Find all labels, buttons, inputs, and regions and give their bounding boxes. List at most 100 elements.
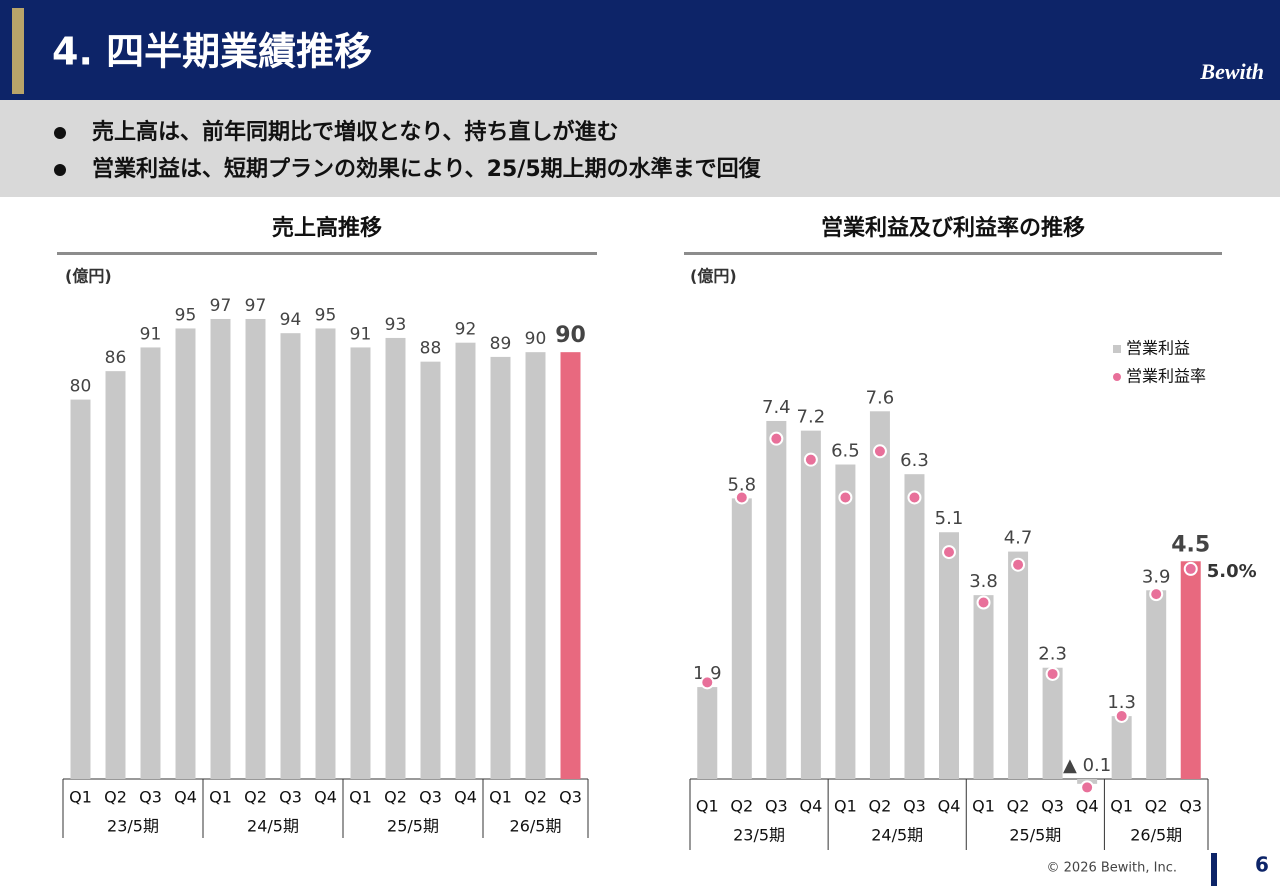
value-label: 88	[420, 339, 442, 359]
x-tick-label: Q4	[314, 788, 337, 807]
value-label: 93	[385, 315, 407, 335]
rate-dot	[872, 444, 887, 459]
bar	[697, 687, 718, 779]
x-tick-label: Q4	[1076, 797, 1099, 816]
x-tick-label: Q3	[903, 797, 926, 816]
bar	[904, 474, 925, 779]
value-label: 7.4	[762, 397, 791, 418]
bar	[210, 318, 231, 779]
bar	[350, 347, 371, 779]
rate-dot	[907, 490, 922, 505]
bullet-band	[0, 100, 1280, 197]
value-label: ▲ 0.1	[1063, 755, 1111, 776]
value-label: 7.2	[797, 407, 826, 428]
bar	[800, 430, 821, 779]
x-tick-label: Q3	[419, 788, 442, 807]
rate-dot	[1080, 780, 1095, 795]
x-tick-label: Q2	[244, 788, 267, 807]
value-label: 6.5	[831, 441, 860, 462]
legend-swatch	[1113, 345, 1121, 353]
x-tick-label: Q1	[834, 797, 857, 816]
group-label: 24/5期	[871, 826, 923, 845]
x-tick-label: Q1	[349, 788, 372, 807]
group-label: 26/5期	[510, 817, 562, 836]
bullet-dot	[54, 164, 66, 176]
x-tick-label: Q1	[696, 797, 719, 816]
bullet-text: 売上高は、前年同期比で増収となり、持ち直しが進む	[92, 119, 618, 145]
x-tick-label: Q2	[524, 788, 547, 807]
value-label: 95	[315, 305, 337, 325]
x-tick-label: Q1	[209, 788, 232, 807]
group-label: 26/5期	[1130, 826, 1182, 845]
x-tick-label: Q4	[174, 788, 197, 807]
header-band	[0, 0, 1280, 100]
rate-dot	[700, 675, 715, 690]
rate-dot	[838, 490, 853, 505]
bar	[560, 352, 581, 779]
value-label: 6.3	[900, 450, 929, 471]
value-label: 1.9	[693, 663, 722, 684]
value-label: 90	[525, 329, 547, 349]
bar	[1180, 561, 1201, 779]
rate-label: 5.0%	[1207, 561, 1257, 582]
bar	[766, 420, 787, 779]
bar	[869, 411, 890, 779]
bullet-text: 営業利益は、短期プランの効果により、25/5期上期の水準まで回復	[92, 156, 762, 182]
bar	[385, 337, 406, 779]
chart-title: 売上高推移	[272, 215, 382, 241]
value-label: 4.7	[1004, 528, 1033, 549]
rate-dot	[1045, 666, 1060, 681]
x-tick-label: Q4	[799, 797, 822, 816]
x-tick-label: Q1	[69, 788, 92, 807]
x-tick-label: Q3	[559, 788, 582, 807]
chart-title: 営業利益及び利益率の推移	[821, 215, 1085, 241]
value-label: 3.8	[969, 571, 998, 592]
value-label: 4.5	[1171, 532, 1210, 557]
title-rule	[684, 252, 1222, 255]
value-label: 95	[175, 305, 197, 325]
group-label: 24/5期	[247, 817, 299, 836]
bar	[835, 464, 856, 779]
group-label: 23/5期	[107, 817, 159, 836]
bar	[1111, 716, 1132, 779]
x-tick-label: Q1	[972, 797, 995, 816]
rate-dot	[734, 490, 749, 505]
value-label: 80	[70, 377, 92, 397]
x-tick-label: Q3	[1179, 797, 1202, 816]
group-label: 25/5期	[1009, 826, 1061, 845]
bar	[973, 595, 994, 779]
x-tick-label: Q2	[869, 797, 892, 816]
x-tick-label: Q1	[489, 788, 512, 807]
page-marker	[1211, 853, 1217, 886]
legend-label: 営業利益率	[1126, 367, 1206, 386]
bar	[525, 352, 546, 779]
logo: Bewith	[1199, 59, 1264, 84]
x-tick-label: Q4	[938, 797, 961, 816]
x-tick-label: Q4	[454, 788, 477, 807]
bar	[1008, 551, 1029, 779]
group-label: 23/5期	[733, 826, 785, 845]
legend-swatch	[1113, 373, 1121, 381]
bar	[245, 318, 266, 779]
x-tick-label: Q3	[765, 797, 788, 816]
group-label: 25/5期	[387, 817, 439, 836]
x-tick-label: Q2	[384, 788, 407, 807]
bullet-dot	[54, 127, 66, 139]
bar	[315, 328, 336, 779]
bar	[175, 328, 196, 779]
x-tick-label: Q2	[1145, 797, 1168, 816]
copyright: © 2026 Bewith, Inc.	[1047, 861, 1177, 876]
value-label: 94	[280, 310, 302, 330]
bar	[70, 399, 91, 779]
bar	[140, 347, 161, 779]
value-label: 2.3	[1038, 644, 1067, 665]
x-tick-label: Q1	[1110, 797, 1133, 816]
rate-dot	[803, 452, 818, 467]
y-unit-label: (億円)	[690, 267, 737, 286]
bar	[731, 498, 752, 779]
bar	[1042, 667, 1063, 779]
bar	[1146, 590, 1167, 779]
value-label: 3.9	[1142, 566, 1171, 587]
value-label: 90	[555, 323, 586, 348]
